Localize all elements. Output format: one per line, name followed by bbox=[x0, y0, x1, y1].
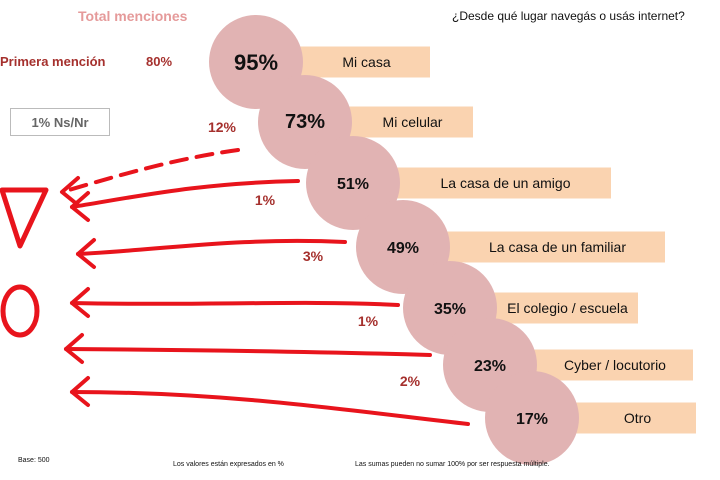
first-mention-value-label: 3% bbox=[303, 248, 324, 264]
chart-title: Total menciones bbox=[78, 8, 188, 24]
value-label: 35% bbox=[434, 301, 466, 318]
annotation-arrow bbox=[70, 287, 400, 318]
value-label: 95% bbox=[234, 50, 278, 75]
bar-row: 95% Mi casa bbox=[209, 15, 430, 109]
arrow-head bbox=[60, 176, 80, 207]
triangle-annotation bbox=[0, 187, 49, 249]
footer-sum-note: Las sumas pueden no sumar 100% por ser r… bbox=[355, 461, 550, 468]
category-label: Mi celular bbox=[383, 114, 443, 130]
first-mention-label: Primera mención bbox=[0, 54, 106, 69]
bar-row: 17% Otro bbox=[485, 371, 696, 465]
circle-annotation bbox=[0, 284, 40, 338]
value-label: 73% bbox=[285, 111, 325, 133]
category-label: Mi casa bbox=[342, 54, 390, 70]
category-label: La casa de un amigo bbox=[441, 175, 571, 191]
arrow-head bbox=[76, 238, 96, 269]
question-text: ¿Desde qué lugar navegás o usás internet… bbox=[452, 9, 685, 23]
category-label: La casa de un familiar bbox=[489, 239, 626, 255]
arrow-head bbox=[70, 287, 90, 318]
annotation-arrow bbox=[64, 333, 432, 364]
ns-nr-box: 1% Ns/Nr bbox=[10, 108, 110, 136]
footer-base: Base: 500 bbox=[18, 457, 50, 464]
value-circle bbox=[306, 136, 400, 230]
annotation-arrow bbox=[70, 376, 470, 426]
category-label: Cyber / locutorio bbox=[564, 357, 666, 373]
arrow-head bbox=[70, 376, 90, 407]
first-mention-value: 80% bbox=[146, 54, 173, 69]
value-label: 23% bbox=[474, 358, 506, 375]
arrow-head bbox=[64, 333, 84, 364]
annotation-arrow bbox=[76, 238, 347, 269]
arrow-head bbox=[70, 191, 90, 222]
category-label: El colegio / escuela bbox=[507, 300, 628, 316]
first-mention-value-label: 12% bbox=[208, 119, 237, 135]
annotation-arrow bbox=[70, 179, 300, 222]
value-circle bbox=[485, 371, 579, 465]
annotation-arrow bbox=[60, 148, 240, 207]
bar-row: 35% El colegio / escuela bbox=[403, 261, 638, 355]
bar-row: 51% La casa de un amigo bbox=[306, 136, 611, 230]
value-label: 49% bbox=[387, 240, 419, 257]
first-mention-value-label: 1% bbox=[358, 313, 379, 329]
value-label: 17% bbox=[516, 411, 548, 428]
value-label: 51% bbox=[337, 176, 369, 193]
footer-values-note: Los valores están expresados en % bbox=[173, 461, 284, 468]
first-mention-value-label: 1% bbox=[255, 192, 276, 208]
hand-drawn-annotations bbox=[0, 187, 49, 338]
category-label: Otro bbox=[624, 410, 651, 426]
bar-row: 49% La casa de un familiar bbox=[356, 200, 665, 294]
first-mention-value-label: 2% bbox=[400, 373, 421, 389]
